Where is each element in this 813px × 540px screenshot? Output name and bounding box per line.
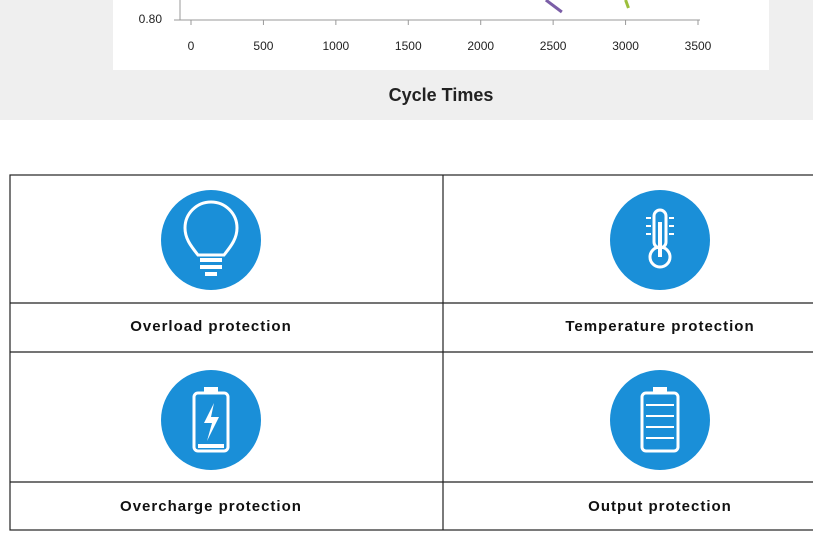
- x-tick-label: 2000: [467, 39, 494, 53]
- icon-thermometer: [610, 190, 710, 290]
- feature-label: Overcharge protection: [120, 498, 302, 515]
- feature-label: Overload protection: [130, 318, 292, 335]
- series-line: [624, 0, 630, 9]
- feature-label: Temperature protection: [565, 318, 754, 335]
- chart: 0.80 0 500 1000 1500 2000 2500 3000 3500: [139, 0, 712, 53]
- icon-battery: [610, 370, 710, 470]
- x-tick-label: 1500: [395, 39, 422, 53]
- x-tick-label: 2500: [540, 39, 567, 53]
- x-tick-label: 3000: [612, 39, 639, 53]
- series-line: [544, 0, 563, 14]
- x-tick-label: 1000: [323, 39, 350, 53]
- x-axis-label: Cycle Times: [389, 85, 494, 105]
- icon-bulb: [161, 190, 261, 290]
- x-tick-label: 500: [253, 39, 273, 53]
- y-tick-label: 0.80: [139, 12, 163, 26]
- feature-label: Output protection: [588, 498, 732, 515]
- plot-area: [113, 0, 769, 70]
- x-tick-label: 3500: [685, 39, 712, 53]
- icon-charge: [161, 370, 261, 470]
- feature-table: [9, 174, 813, 531]
- x-tick-label: 0: [188, 39, 195, 53]
